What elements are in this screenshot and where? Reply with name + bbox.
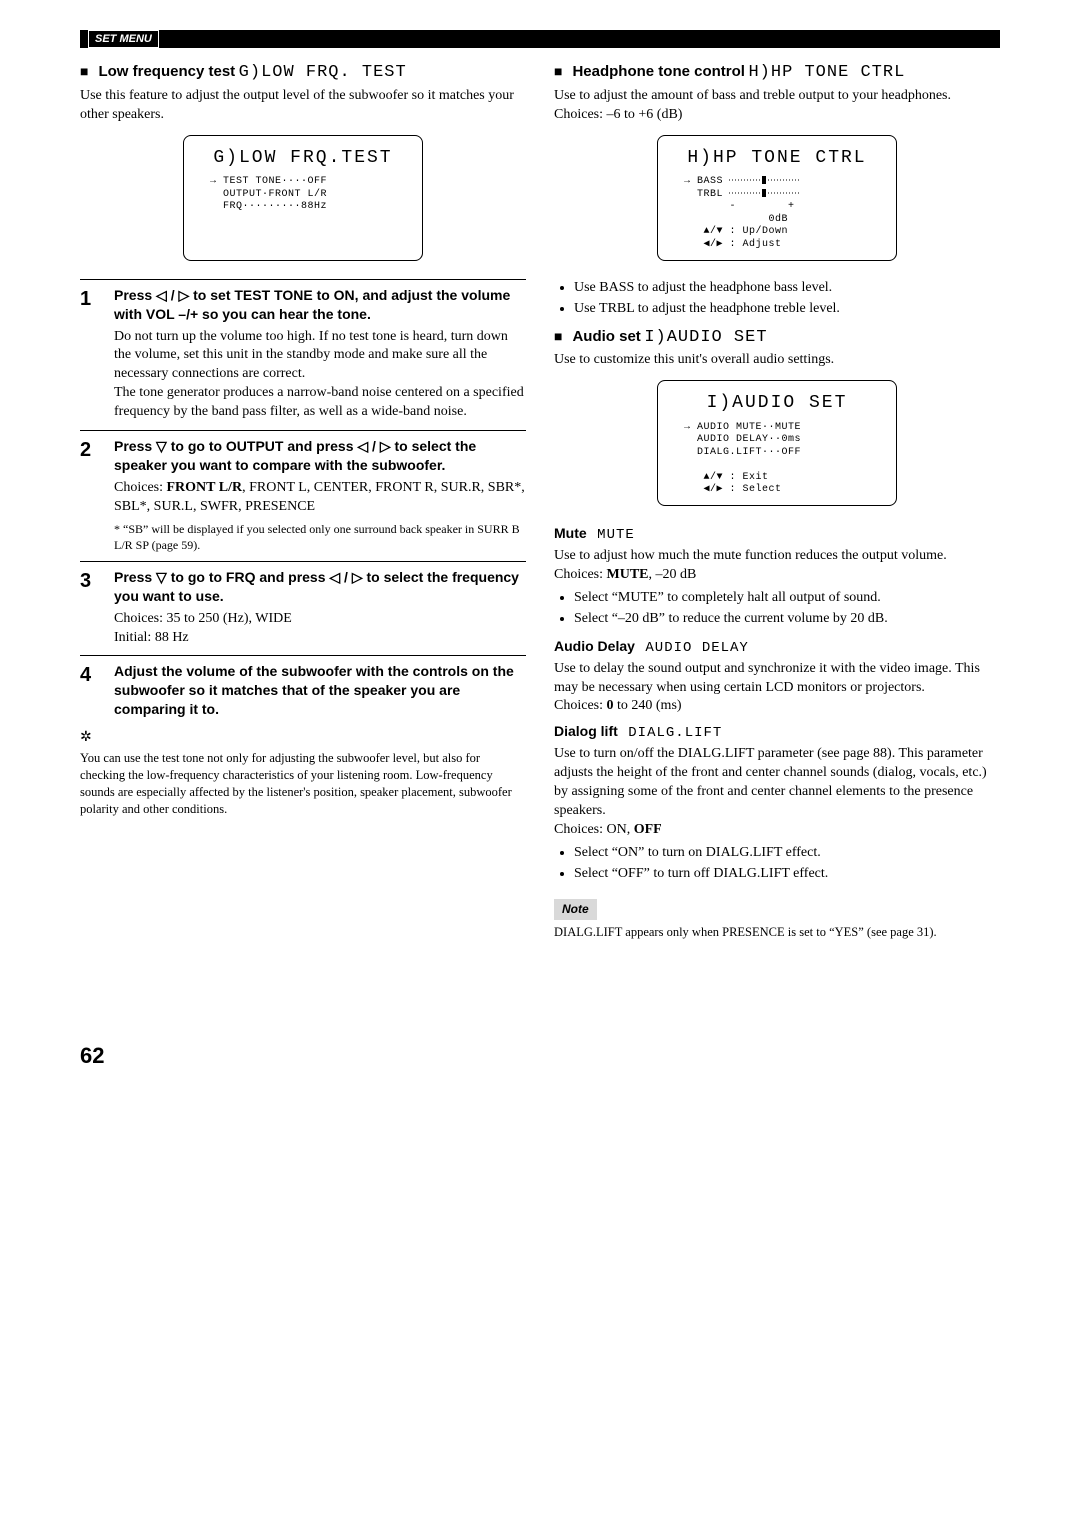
- note-body: DIALG.LIFT appears only when PRESENCE is…: [554, 924, 1000, 941]
- lcd-low-freq: G)LOW FRQ.TEST → TEST TONE····OFF OUTPUT…: [183, 135, 423, 261]
- step-3: 3 Press ▽ to go to FRQ and press ◁ / ▷ t…: [80, 568, 526, 648]
- lcd-hp: H)HP TONE CTRL → BASS TRBL - + 0dB ▲/▼ :…: [657, 135, 897, 261]
- left-right-icon: ◁ / ▷: [156, 287, 189, 303]
- tip-icon: ✲: [80, 729, 526, 748]
- divider: [80, 655, 526, 656]
- step-2-title: Press ▽ to go to OUTPUT and press ◁ / ▷ …: [114, 437, 526, 475]
- step-1-p1: Do not turn up the volume too high. If n…: [114, 328, 526, 385]
- low-freq-intro: Use this feature to adjust the output le…: [80, 87, 526, 125]
- left-right-icon: ◁ / ▷: [357, 438, 390, 454]
- note-label: Note: [554, 899, 597, 919]
- delay-lcd-label: AUDIO DELAY: [645, 640, 748, 656]
- dialog-head: Dialog lift DIALG.LIFT: [554, 722, 1000, 743]
- mute-intro: Use to adjust how much the mute function…: [554, 547, 1000, 566]
- lcd-low-freq-title: G)LOW FRQ.TEST: [196, 146, 410, 170]
- section-hp-head: ■ Headphone tone control H)HP TONE CTRL: [554, 62, 1000, 85]
- step-1: 1 Press ◁ / ▷ to set TEST TONE to ON, an…: [80, 286, 526, 422]
- lcd-low-freq-lines: → TEST TONE····OFF OUTPUT·FRONT L/R FRQ·…: [210, 176, 410, 214]
- audio-intro: Use to customize this unit's overall aud…: [554, 351, 1000, 370]
- right-column: ■ Headphone tone control H)HP TONE CTRL …: [554, 62, 1000, 941]
- hp-lcd-label: H)HP TONE CTRL: [748, 63, 905, 82]
- left-right-icon: ◁ / ▷: [329, 569, 362, 585]
- step-3-num: 3: [80, 568, 100, 648]
- divider: [80, 561, 526, 562]
- lcd-audio: I)AUDIO SET → AUDIO MUTE··MUTE AUDIO DEL…: [657, 380, 897, 506]
- step-3-title: Press ▽ to go to FRQ and press ◁ / ▷ to …: [114, 568, 526, 606]
- dialog-intro: Use to turn on/off the DIALG.LIFT parame…: [554, 745, 1000, 821]
- lcd-hp-title: H)HP TONE CTRL: [670, 146, 884, 170]
- divider: [80, 430, 526, 431]
- dialog-bullets: Select “ON” to turn on DIALG.LIFT effect…: [554, 844, 1000, 884]
- delay-intro: Use to delay the sound output and synchr…: [554, 660, 1000, 698]
- hp-title: Headphone tone control: [572, 63, 745, 80]
- lcd-hp-lines: → BASS TRBL - + 0dB ▲/▼ : Up/Down ◀/▶ : …: [684, 176, 884, 251]
- mute-choices: Choices: MUTE, –20 dB: [554, 566, 1000, 585]
- bullet-square-icon: ■: [554, 329, 562, 348]
- mute-bullets: Select “MUTE” to completely halt all out…: [554, 589, 1000, 629]
- left-column: ■ Low frequency test G)LOW FRQ. TEST Use…: [80, 62, 526, 941]
- step-2-num: 2: [80, 437, 100, 553]
- delay-head: Audio Delay AUDIO DELAY: [554, 637, 1000, 658]
- hp-intro: Use to adjust the amount of bass and tre…: [554, 87, 1000, 106]
- dialog-choices: Choices: ON, OFF: [554, 821, 1000, 840]
- mute-head: Mute MUTE: [554, 524, 1000, 545]
- down-icon: ▽: [156, 438, 167, 454]
- low-freq-title: Low frequency test: [98, 63, 235, 80]
- page-number: 62: [80, 1041, 1000, 1071]
- step-3-initial: Initial: 88 Hz: [114, 629, 526, 648]
- section-low-freq-head: ■ Low frequency test G)LOW FRQ. TEST: [80, 62, 526, 85]
- mute-title: Mute: [554, 525, 587, 541]
- hp-choices: Choices: –6 to +6 (dB): [554, 106, 1000, 125]
- dialog-bullet-1: Select “ON” to turn on DIALG.LIFT effect…: [574, 844, 1000, 863]
- down-icon: ▽: [156, 569, 167, 585]
- step-4-title: Adjust the volume of the subwoofer with …: [114, 662, 526, 719]
- header-label: SET MENU: [88, 30, 159, 49]
- step-4: 4 Adjust the volume of the subwoofer wit…: [80, 662, 526, 723]
- audio-lcd-label: I)AUDIO SET: [644, 328, 767, 347]
- lcd-audio-lines: → AUDIO MUTE··MUTE AUDIO DELAY··0ms DIAL…: [684, 422, 884, 497]
- divider: [80, 279, 526, 280]
- header-bar: SET MENU: [80, 30, 1000, 48]
- mute-bullet-1: Select “MUTE” to completely halt all out…: [574, 589, 1000, 608]
- step-3-choices: Choices: 35 to 250 (Hz), WIDE: [114, 610, 526, 629]
- step-4-num: 4: [80, 662, 100, 723]
- bullet-square-icon: ■: [554, 64, 562, 83]
- content-columns: ■ Low frequency test G)LOW FRQ. TEST Use…: [80, 62, 1000, 941]
- section-audio-head: ■ Audio set I)AUDIO SET: [554, 327, 1000, 350]
- hp-bullets: Use BASS to adjust the headphone bass le…: [554, 279, 1000, 319]
- step-1-num: 1: [80, 286, 100, 422]
- mute-lcd-label: MUTE: [597, 527, 635, 543]
- mute-bullet-2: Select “–20 dB” to reduce the current vo…: [574, 610, 1000, 629]
- low-freq-lcd-label: G)LOW FRQ. TEST: [239, 63, 407, 82]
- lcd-audio-title: I)AUDIO SET: [670, 391, 884, 415]
- delay-choices: Choices: 0 to 240 (ms): [554, 697, 1000, 716]
- dialog-bullet-2: Select “OFF” to turn off DIALG.LIFT effe…: [574, 865, 1000, 884]
- step-1-p2: The tone generator produces a narrow-ban…: [114, 384, 526, 422]
- step-2: 2 Press ▽ to go to OUTPUT and press ◁ / …: [80, 437, 526, 553]
- dialog-lcd-label: DIALG.LIFT: [628, 725, 722, 741]
- hp-bullet-2: Use TRBL to adjust the headphone treble …: [574, 300, 1000, 319]
- step-2-footnote: * “SB” will be displayed if you selected…: [114, 521, 526, 553]
- dialog-title: Dialog lift: [554, 723, 618, 739]
- audio-title: Audio set: [572, 328, 640, 345]
- delay-title: Audio Delay: [554, 638, 635, 654]
- step-2-choices: Choices: FRONT L/R, FRONT L, CENTER, FRO…: [114, 479, 526, 517]
- bullet-square-icon: ■: [80, 64, 88, 83]
- tip-body: You can use the test tone not only for a…: [80, 750, 526, 818]
- hp-bullet-1: Use BASS to adjust the headphone bass le…: [574, 279, 1000, 298]
- step-1-title: Press ◁ / ▷ to set TEST TONE to ON, and …: [114, 286, 526, 324]
